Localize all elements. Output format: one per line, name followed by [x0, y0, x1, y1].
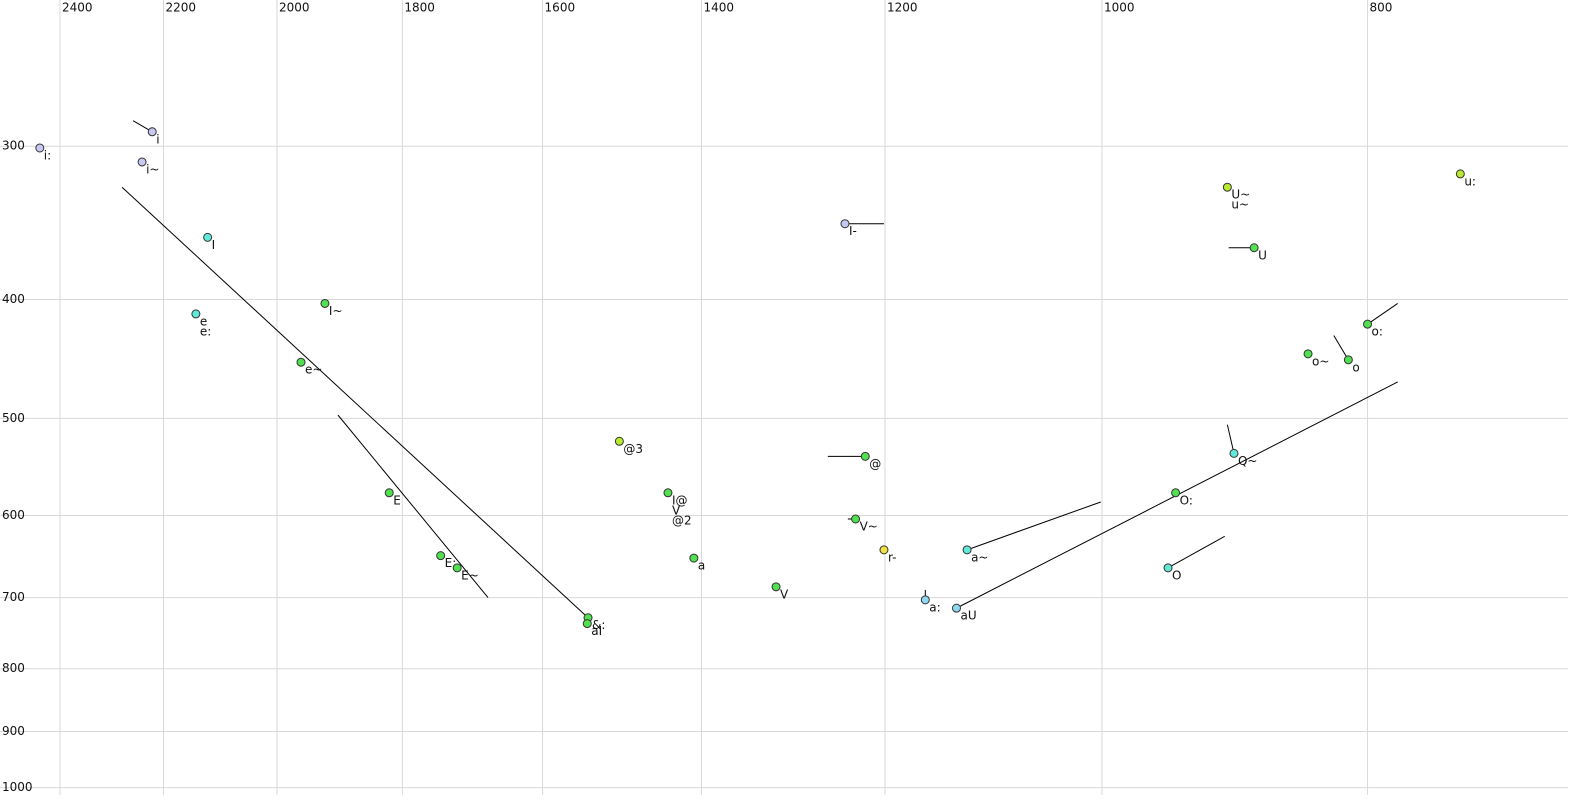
vowel-point: [436, 551, 446, 561]
vowel-label: E:: [445, 556, 457, 570]
vowel-point: [771, 582, 781, 592]
trajectory: [1167, 535, 1225, 569]
vowel-label: E~: [461, 568, 479, 582]
vowel-label: o~: [1312, 354, 1329, 368]
trajectory: [337, 414, 489, 598]
vowel-point: [320, 298, 330, 308]
vowel-point: [1363, 319, 1373, 329]
vowel-label: e:: [200, 324, 211, 338]
vowel-point: [614, 436, 624, 446]
vowel-label: e: [200, 314, 207, 328]
vowel-point: [1249, 243, 1259, 253]
vowel-label: o:: [1372, 325, 1383, 339]
vowel-point: [452, 563, 462, 573]
y-tick-label: 300: [2, 139, 25, 153]
x-tick-label: 1800: [404, 1, 435, 15]
vowel-label: O: [1172, 568, 1181, 582]
vowel-label: i:: [44, 148, 51, 162]
vowel-label: I~: [329, 304, 343, 318]
vowel-label: a~: [971, 550, 988, 564]
vowel-point: [840, 219, 850, 229]
vowel-point: [1163, 563, 1173, 573]
vowel-point: [1229, 448, 1239, 458]
vowel-label: r-: [888, 550, 897, 564]
x-tick-label: 800: [1370, 1, 1393, 15]
trajectory: [1333, 335, 1349, 361]
vowel-label: i: [156, 132, 159, 146]
vowel-point: [137, 157, 147, 167]
vowel-label: O:: [1180, 493, 1193, 507]
vowel-point: [851, 514, 861, 524]
y-tick-label: 900: [2, 724, 25, 738]
vowel-label: a:: [929, 600, 940, 614]
vowel-point: [1171, 488, 1181, 498]
trajectory: [121, 186, 589, 619]
vowel-label: V: [672, 503, 681, 517]
vowel-point: [860, 451, 870, 461]
vowel-label: @2: [672, 513, 692, 527]
y-tick-label: 800: [2, 661, 25, 675]
vowel-label: U~: [1231, 188, 1250, 202]
vowel-point: [147, 127, 157, 137]
vowel-label: V~: [860, 520, 878, 534]
vowel-point: [689, 553, 699, 563]
vowel-label: i~: [146, 162, 159, 176]
vowel-point: [1343, 355, 1353, 365]
vowel-point: [582, 619, 592, 629]
x-tick-label: 2000: [279, 1, 310, 15]
x-tick-label: 1000: [1104, 1, 1135, 15]
vowel-point: [203, 232, 213, 242]
vowel-point: [951, 603, 961, 613]
vowel-label: @: [869, 457, 881, 471]
vowel-label: V: [780, 587, 789, 601]
y-tick-label: 1000: [2, 780, 33, 794]
vowel-point: [920, 595, 930, 605]
vowel-point: [1455, 169, 1465, 179]
vowel-label: E: [393, 493, 401, 507]
vowel-point: [35, 143, 45, 153]
vowel-label: I-: [849, 224, 857, 238]
vowel-point: [384, 488, 394, 498]
vowel-point: [879, 545, 889, 555]
vowel-label: I: [212, 238, 216, 252]
x-tick-label: 2400: [62, 1, 93, 15]
x-tick-label: 1600: [545, 1, 576, 15]
vowel-point: [296, 357, 306, 367]
y-tick-label: 500: [2, 411, 25, 425]
vowel-point: [191, 309, 201, 319]
vowel-label: U: [1258, 248, 1267, 262]
vowel-point: [962, 545, 972, 555]
vowel-label: a: [698, 559, 705, 573]
trajectory: [966, 501, 1101, 551]
vowel-label: o: [1352, 360, 1359, 374]
vowel-label: aU: [960, 609, 976, 623]
x-tick-label: 1400: [703, 1, 734, 15]
vowel-label: aI: [591, 624, 602, 638]
vowel-label: I@: [672, 493, 688, 507]
vowel-label: &:: [592, 618, 605, 632]
y-tick-label: 400: [2, 292, 25, 306]
vowel-label: u~: [1231, 198, 1249, 212]
x-tick-label: 2200: [166, 1, 197, 15]
vowel-point: [1303, 349, 1313, 359]
vowel-label: u:: [1464, 174, 1476, 188]
trajectory: [1226, 424, 1235, 454]
vowel-label: e~: [305, 363, 322, 377]
x-tick-label: 1200: [887, 1, 918, 15]
vowel-label: @3: [623, 442, 643, 456]
vowel-label: Q~: [1238, 454, 1258, 468]
vowel-point: [663, 488, 673, 498]
trajectory: [1367, 303, 1398, 325]
y-tick-label: 600: [2, 508, 25, 522]
y-tick-label: 700: [2, 590, 25, 604]
vowel-point: [1222, 182, 1232, 192]
